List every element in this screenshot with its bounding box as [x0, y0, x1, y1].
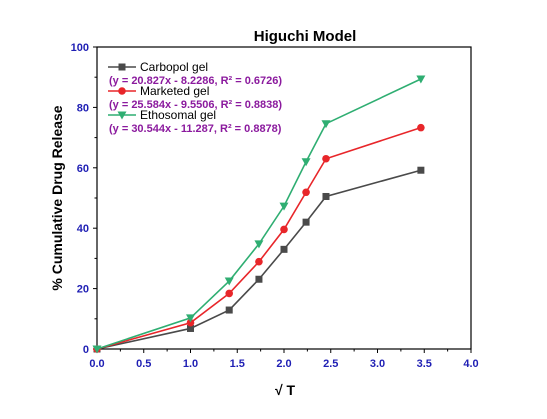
data-point: [187, 324, 194, 332]
x-tick-label: 3.5: [417, 358, 432, 370]
data-point: [416, 75, 426, 84]
x-tick-label: 1.5: [230, 358, 245, 370]
series-layer: [92, 75, 426, 354]
data-point: [417, 166, 425, 174]
y-tick-label: 80: [77, 102, 89, 114]
data-point: [417, 123, 425, 132]
y-tick-label: 0: [83, 344, 89, 356]
series-line: [96, 78, 422, 350]
legend-entry-name: Carbopol gel: [140, 60, 208, 74]
data-point: [322, 192, 330, 200]
x-tick-label: 3.0: [370, 358, 385, 370]
x-tick-label: 0.5: [136, 358, 151, 370]
data-point: [118, 87, 126, 95]
legend-entry-name: Marketed gel: [140, 84, 209, 98]
x-tick-label: 2.0: [276, 358, 291, 370]
data-point: [118, 63, 126, 71]
x-tick-label: 4.0: [463, 358, 478, 370]
data-point: [186, 318, 195, 327]
data-point: [302, 218, 310, 226]
x-tick-label: 0.0: [89, 358, 104, 370]
data-point: [302, 188, 310, 197]
data-point: [322, 154, 330, 163]
legend-entry-equation: (y = 25.584x - 9.5506, R² = 0.8838): [109, 99, 282, 111]
data-point: [186, 314, 195, 323]
data-point: [224, 277, 234, 286]
data-point: [254, 240, 264, 249]
y-tick-label: 60: [77, 163, 89, 175]
data-point: [225, 289, 234, 298]
chart-title: Higuchi Model: [254, 28, 357, 45]
data-point: [255, 275, 263, 283]
x-axis-label: √ T: [275, 382, 296, 398]
data-point: [321, 120, 331, 129]
legend-entry-name: Ethosomal gel: [140, 108, 216, 122]
data-point: [280, 225, 288, 234]
y-tick-label: 40: [77, 223, 89, 235]
data-point: [92, 345, 102, 354]
x-tick-label: 1.0: [183, 358, 198, 370]
y-tick-label: 100: [71, 42, 89, 54]
data-point: [117, 111, 127, 120]
series-line: [96, 126, 422, 350]
y-tick-label: 20: [77, 284, 89, 296]
legend: Carbopol gel(y = 20.827x - 8.2286, R² = …: [108, 60, 282, 135]
data-point: [279, 202, 289, 211]
axes: 0.0 0.5 1.0 1.5 2.0 2.5 3.0 3.5 4.0 0 20 40 60 80 100: [71, 42, 479, 370]
legend-entry-equation: (y = 20.827x - 8.2286, R² = 0.6726): [109, 75, 282, 87]
legend-entry-equation: (y = 30.544x - 11.287, R² = 0.8878): [109, 123, 282, 135]
x-tick-label: 2.5: [323, 358, 338, 370]
data-point: [301, 158, 311, 167]
data-point: [280, 245, 288, 253]
data-point: [225, 306, 233, 314]
series-marketed-gel: [93, 123, 425, 353]
series-line: [96, 169, 422, 350]
series-ethosomal-gel: [92, 75, 426, 354]
data-point: [255, 257, 263, 266]
y-axis-label: % Cumulative Drug Release: [49, 105, 65, 290]
